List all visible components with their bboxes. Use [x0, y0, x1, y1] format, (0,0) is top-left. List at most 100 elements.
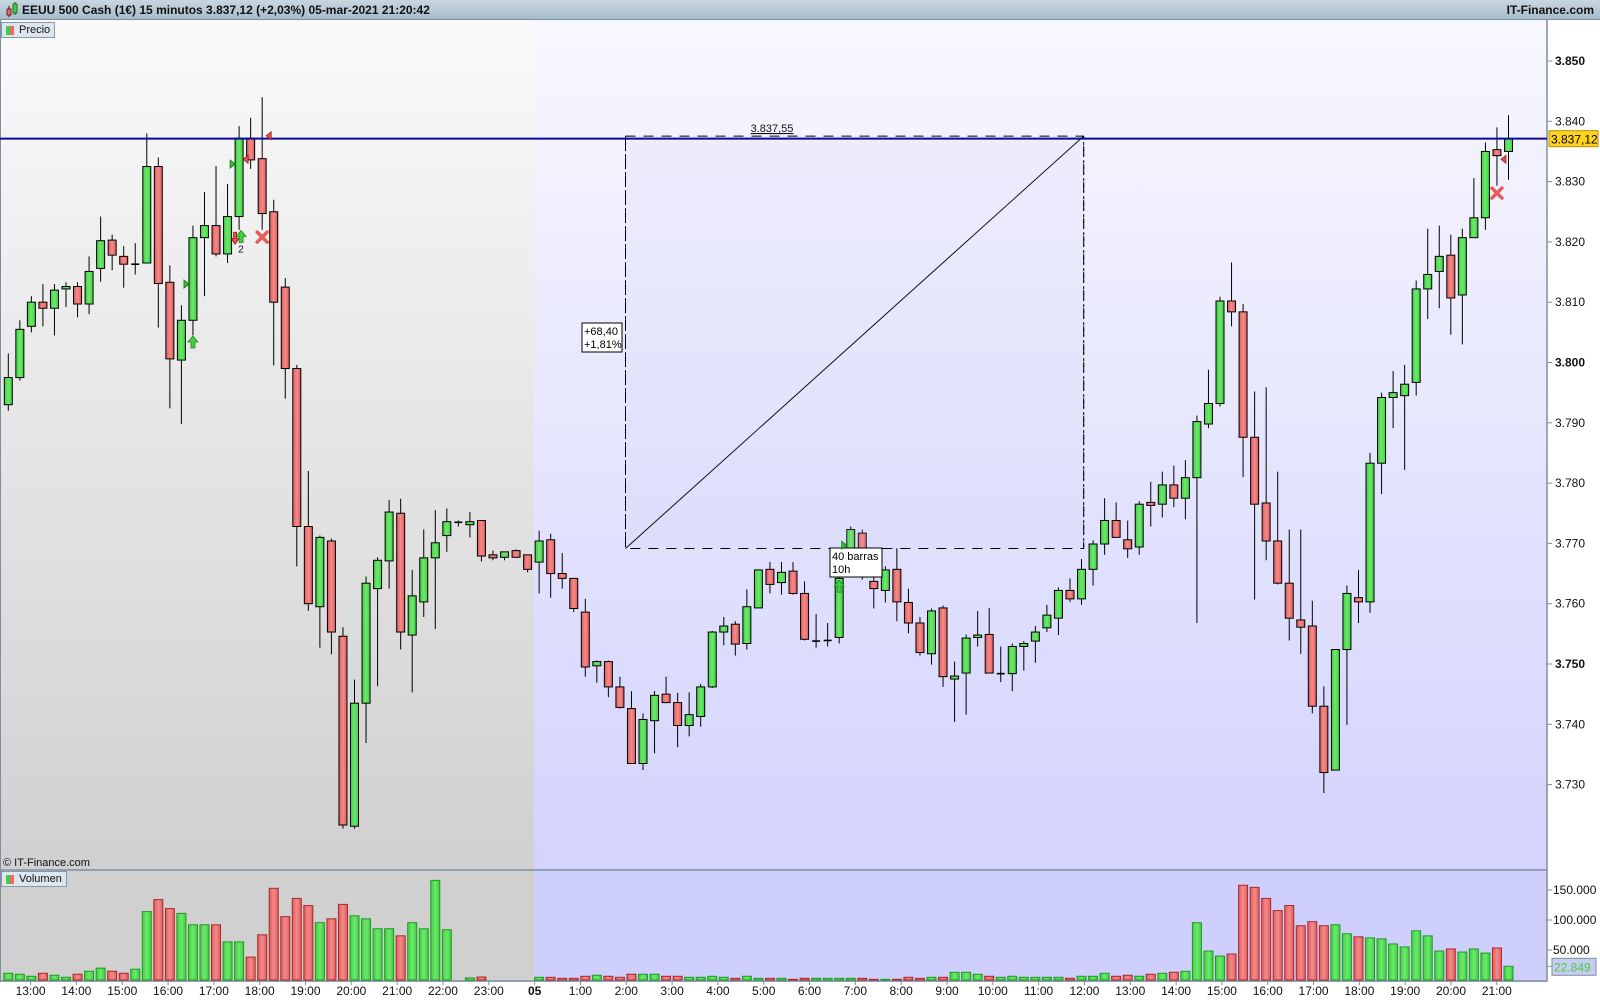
volume-bar-up: [1157, 972, 1168, 981]
volume-bar-up: [1434, 950, 1445, 981]
candle-up: [15, 320, 25, 381]
candle-down: [1227, 262, 1237, 327]
price-tick-label: 3.840: [1555, 114, 1585, 128]
candle-body: [684, 714, 694, 727]
candle-up: [1411, 280, 1421, 396]
marker-count-label: 2: [238, 244, 244, 255]
volume-bar-up: [718, 976, 729, 981]
candle-body: [430, 542, 440, 559]
volume-bar-up: [961, 971, 972, 981]
candle-up: [950, 661, 960, 722]
candle-body: [1123, 539, 1133, 550]
volume-bar-down: [799, 977, 810, 981]
candle-body: [211, 225, 221, 255]
volume-bar-up: [995, 976, 1006, 981]
volume-bar-up: [707, 975, 718, 981]
volume-bar-up: [811, 977, 822, 981]
candle-down: [257, 97, 267, 230]
brand-link[interactable]: IT-Finance.com: [1506, 3, 1594, 17]
volume-bar-up: [822, 977, 833, 981]
candle-body: [49, 289, 59, 309]
exit-flag-icon: [242, 154, 249, 165]
candle-up: [1365, 452, 1375, 613]
volume-bar-up: [187, 924, 198, 981]
candle-body: [638, 718, 648, 764]
candle-body: [730, 623, 740, 645]
price-legend-button[interactable]: Precio: [1, 22, 56, 38]
candle-down: [165, 265, 175, 409]
time-tick-label: 21:00: [382, 984, 412, 998]
candle-body: [869, 580, 879, 590]
candle-body: [615, 686, 625, 708]
candle-body: [1088, 543, 1098, 570]
candle-body: [500, 551, 510, 558]
candle-body: [1330, 649, 1340, 771]
candle-body: [73, 286, 83, 305]
candle-body: [1504, 138, 1513, 152]
last-price-label: 3.837,12: [1551, 133, 1598, 147]
candle-body: [1169, 484, 1179, 499]
volume-tick-label: 50.000: [1553, 943, 1590, 957]
price-tick-label: 3.820: [1555, 235, 1585, 249]
volume-bar-up: [741, 975, 752, 981]
candle-up: [1377, 392, 1387, 494]
volume-bar-down: [1249, 886, 1260, 981]
volume-bar-up: [464, 977, 475, 981]
time-tick-label: 13:00: [16, 984, 46, 998]
candle-body: [407, 595, 417, 636]
candle-body: [1215, 300, 1225, 405]
time-tick-label: 2:00: [615, 984, 639, 998]
volume-tick-label: 100.000: [1553, 913, 1597, 927]
measure-bars-label: 40 barras: [832, 551, 879, 563]
time-tick-label: 14:00: [1161, 984, 1191, 998]
volume-legend-button[interactable]: Volumen: [1, 871, 67, 887]
candle-body: [950, 675, 960, 680]
candle-body: [119, 255, 129, 265]
candle-up: [26, 296, 36, 333]
candle-body: [1400, 383, 1410, 397]
time-tick-label: 5:00: [752, 984, 776, 998]
candle-body: [1192, 421, 1202, 479]
candle-down: [1446, 234, 1456, 335]
candle-up: [927, 608, 936, 665]
volume-bar-down: [1111, 975, 1122, 981]
candle-down: [1261, 387, 1271, 561]
candle-down: [1065, 578, 1075, 602]
volume-bar-up: [638, 973, 648, 981]
volume-bar-down: [1445, 948, 1456, 981]
volume-bar-up: [1376, 938, 1387, 981]
candle-up: [1019, 641, 1029, 671]
price-tick-label: 3.770: [1555, 536, 1585, 550]
candle-body: [707, 631, 717, 688]
volume-bar-down: [1284, 904, 1295, 981]
time-tick-label: 20:00: [336, 984, 366, 998]
volume-bar-down: [580, 975, 591, 981]
volume-bar-up: [1191, 922, 1202, 981]
candle-body: [1296, 619, 1306, 628]
volume-bar-up: [84, 970, 95, 981]
time-tick-label: 15:00: [1207, 984, 1237, 998]
volume-bar-up: [441, 929, 452, 981]
candle-up: [142, 133, 152, 264]
volume-bar-up: [199, 924, 210, 981]
legend-up-swatch: [6, 875, 10, 884]
candle-body: [650, 694, 660, 722]
candle-up: [1180, 460, 1190, 520]
candle-up: [707, 630, 717, 689]
volume-bar-down: [257, 934, 268, 981]
candle-body: [1446, 254, 1456, 299]
candle-body: [1157, 484, 1167, 505]
volume-bar-up: [1215, 955, 1225, 981]
candle-down: [303, 471, 313, 611]
candle-up: [430, 510, 440, 630]
candle-down: [557, 553, 567, 589]
candle-up: [1400, 364, 1410, 470]
volume-bar-up: [1341, 933, 1352, 981]
time-tick-label: 19:00: [291, 984, 321, 998]
long-entry-flag-icon: [183, 279, 190, 289]
volume-bar-down: [1122, 974, 1133, 981]
volume-bar-up: [314, 922, 325, 981]
time-tick-label: 18:00: [245, 984, 275, 998]
